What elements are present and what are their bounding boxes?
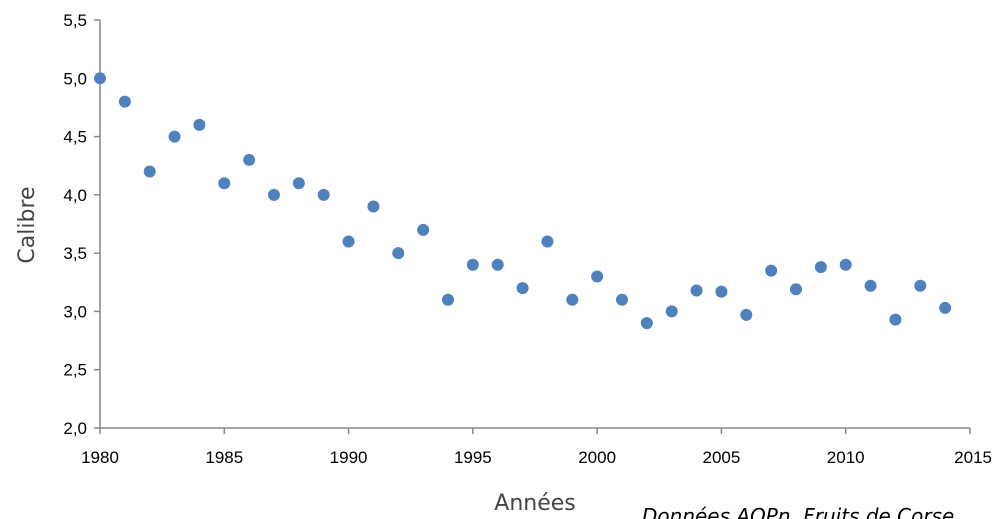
data-point bbox=[392, 247, 405, 260]
y-tick-label: 4,5 bbox=[63, 128, 87, 147]
x-tick-label: 2000 bbox=[578, 448, 616, 467]
y-tick-label: 5,5 bbox=[63, 11, 87, 30]
data-point bbox=[616, 293, 628, 306]
data-point bbox=[491, 258, 504, 271]
y-tick-label: 2,0 bbox=[63, 419, 87, 438]
x-axis-title: Années bbox=[494, 491, 575, 516]
x-ticks: 1980 1985 1990 1995 2000 2005 2010 2015 bbox=[81, 428, 992, 467]
data-point bbox=[765, 264, 778, 277]
data-point bbox=[292, 177, 305, 190]
data-point bbox=[566, 293, 579, 306]
source-annotation: Données AOPn, Fruits de Corse bbox=[642, 504, 954, 519]
x-tick-label: 1990 bbox=[330, 448, 368, 467]
x-tick-label: 1985 bbox=[205, 448, 243, 467]
data-point bbox=[94, 72, 106, 85]
y-tick-label: 5,0 bbox=[63, 69, 87, 88]
x-tick-label: 1980 bbox=[81, 448, 119, 467]
data-point bbox=[317, 188, 330, 201]
data-point bbox=[740, 308, 753, 321]
data-point bbox=[914, 279, 927, 292]
data-point bbox=[268, 188, 280, 201]
data-point bbox=[466, 258, 479, 271]
data-points bbox=[94, 72, 952, 330]
x-tick-label: 2010 bbox=[827, 448, 865, 467]
data-point bbox=[168, 130, 181, 143]
data-point bbox=[342, 235, 355, 248]
data-point bbox=[367, 200, 380, 213]
data-point bbox=[665, 305, 678, 318]
data-point bbox=[640, 317, 653, 330]
data-point bbox=[442, 293, 454, 306]
data-point bbox=[218, 177, 231, 190]
x-tick-label: 1995 bbox=[454, 448, 492, 467]
y-tick-label: 4,0 bbox=[63, 186, 87, 205]
data-point bbox=[864, 279, 877, 292]
data-point bbox=[243, 153, 256, 166]
data-point bbox=[939, 301, 952, 314]
data-point bbox=[591, 270, 604, 283]
data-point bbox=[541, 235, 554, 248]
y-tick-label: 3,5 bbox=[63, 244, 87, 263]
data-point bbox=[690, 284, 703, 297]
x-tick-label: 2005 bbox=[703, 448, 741, 467]
y-tick-label: 3,0 bbox=[63, 302, 87, 321]
data-point bbox=[417, 223, 430, 236]
y-ticks: 2,0 2,5 3,0 3,5 4,0 4,5 5,0 5,5 bbox=[63, 11, 100, 438]
y-axis-title: Calibre bbox=[15, 186, 40, 263]
y-tick-label: 2,5 bbox=[63, 361, 87, 380]
data-point bbox=[839, 258, 852, 271]
data-point bbox=[193, 118, 206, 131]
axes bbox=[99, 20, 970, 429]
data-point bbox=[143, 165, 156, 178]
data-point bbox=[516, 282, 529, 295]
data-point bbox=[790, 283, 802, 296]
data-point bbox=[118, 95, 131, 108]
x-tick-label: 2015 bbox=[954, 448, 992, 467]
data-point bbox=[814, 261, 827, 274]
data-point bbox=[889, 313, 902, 326]
data-point bbox=[715, 285, 728, 298]
